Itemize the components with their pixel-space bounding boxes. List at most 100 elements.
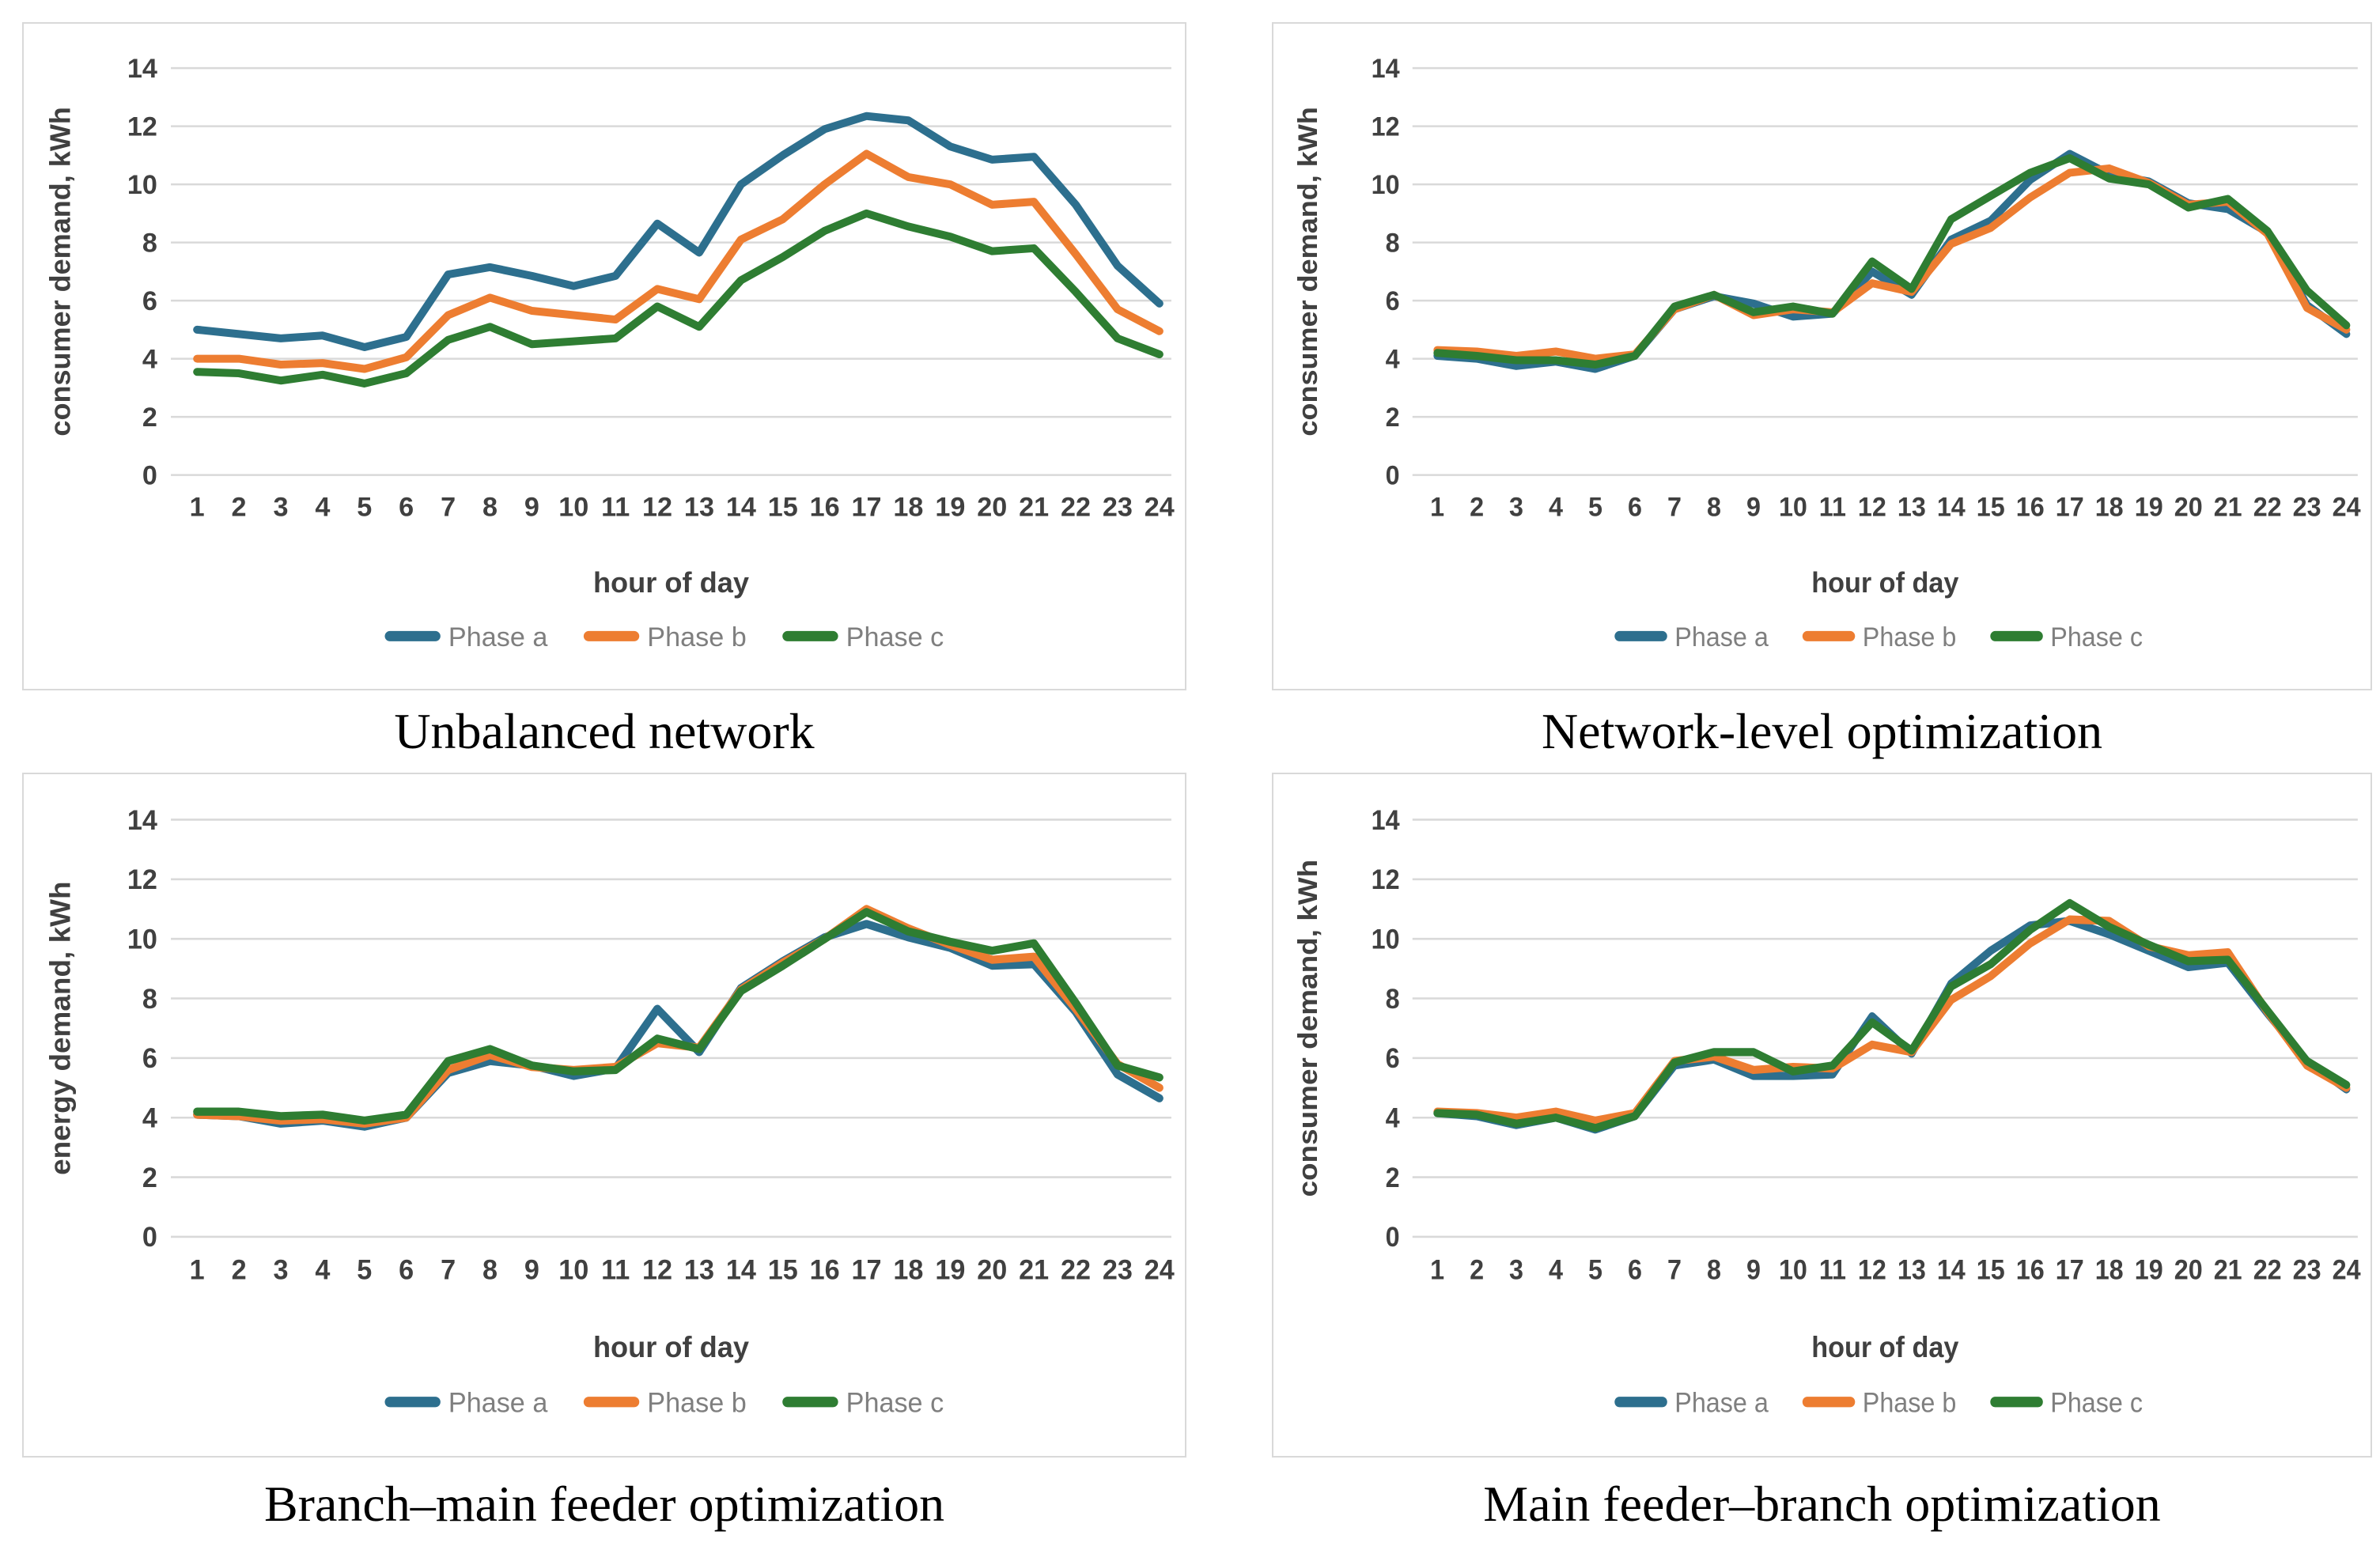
svg-text:16: 16 bbox=[810, 1255, 840, 1285]
svg-text:23: 23 bbox=[1103, 1255, 1133, 1285]
svg-text:6: 6 bbox=[142, 1044, 157, 1074]
panel-main-feeder-branch-optimization: 0 2 4 6 8 10 12 14 1 2 3 4 5 6 7 8 9 10 11 12 13 14 15 16 17 18 19… bbox=[1272, 773, 2372, 1551]
chart-caption: Branch–main feeder optimization bbox=[263, 1476, 945, 1532]
svg-text:15: 15 bbox=[768, 1255, 798, 1285]
chart-box: 0 2 4 6 8 10 12 14 1 2 3 4 5 6 7 8 9 10 11 12 13 14 15 16 17 18 19… bbox=[1272, 22, 2372, 690]
svg-text:10: 10 bbox=[1372, 924, 1400, 955]
svg-text:6: 6 bbox=[1386, 286, 1400, 316]
svg-text:12: 12 bbox=[642, 493, 672, 523]
svg-text:hour of day: hour of day bbox=[593, 566, 749, 599]
svg-text:8: 8 bbox=[482, 1255, 498, 1285]
svg-text:17: 17 bbox=[851, 493, 881, 523]
svg-text:0: 0 bbox=[1386, 1223, 1400, 1253]
svg-text:4: 4 bbox=[142, 1103, 158, 1133]
svg-text:energy demand, kWh: energy demand, kWh bbox=[44, 881, 77, 1174]
svg-text:2: 2 bbox=[1386, 403, 1400, 433]
svg-text:Phase b: Phase b bbox=[647, 1388, 746, 1418]
svg-text:19: 19 bbox=[935, 1255, 965, 1285]
svg-text:18: 18 bbox=[893, 1255, 923, 1285]
svg-text:1: 1 bbox=[1430, 493, 1444, 523]
svg-text:4: 4 bbox=[142, 345, 157, 375]
svg-text:2: 2 bbox=[232, 1255, 247, 1285]
svg-text:16: 16 bbox=[2016, 493, 2045, 523]
svg-text:Phase b: Phase b bbox=[1863, 622, 1956, 652]
svg-text:9: 9 bbox=[524, 1255, 539, 1285]
svg-text:24: 24 bbox=[1145, 1255, 1175, 1285]
svg-text:22: 22 bbox=[1061, 1255, 1091, 1285]
svg-text:8: 8 bbox=[1707, 1255, 1721, 1285]
svg-text:15: 15 bbox=[1977, 493, 2005, 523]
svg-text:12: 12 bbox=[642, 1255, 672, 1285]
svg-text:14: 14 bbox=[726, 1255, 757, 1285]
svg-text:4: 4 bbox=[1549, 1255, 1563, 1285]
svg-text:5: 5 bbox=[1588, 1255, 1602, 1285]
svg-text:17: 17 bbox=[2056, 493, 2084, 523]
svg-text:Phase a: Phase a bbox=[1674, 1388, 1769, 1418]
svg-text:21: 21 bbox=[1019, 1255, 1049, 1285]
svg-text:9: 9 bbox=[524, 493, 539, 523]
svg-text:6: 6 bbox=[399, 1255, 414, 1285]
svg-text:10: 10 bbox=[1372, 170, 1400, 200]
svg-text:22: 22 bbox=[2253, 493, 2282, 523]
svg-text:2: 2 bbox=[232, 493, 247, 523]
svg-text:14: 14 bbox=[1372, 806, 1400, 836]
svg-text:14: 14 bbox=[127, 805, 158, 835]
svg-text:4: 4 bbox=[315, 493, 330, 523]
svg-text:20: 20 bbox=[977, 493, 1007, 523]
svg-text:8: 8 bbox=[1386, 985, 1400, 1015]
svg-text:6: 6 bbox=[399, 493, 414, 523]
svg-text:17: 17 bbox=[2056, 1255, 2084, 1285]
svg-text:10: 10 bbox=[558, 493, 588, 523]
panel-unbalanced-network: 0 2 4 6 8 10 12 14 1 2 3 4 5 6 7 8 9 10 11 12 13 14 15 16 17 18 19… bbox=[22, 22, 1186, 773]
svg-text:2: 2 bbox=[142, 1163, 157, 1193]
svg-text:7: 7 bbox=[1667, 493, 1682, 523]
svg-text:2: 2 bbox=[142, 403, 157, 433]
svg-text:19: 19 bbox=[935, 493, 965, 523]
svg-text:6: 6 bbox=[142, 286, 157, 316]
svg-text:11: 11 bbox=[1819, 493, 1846, 523]
svg-text:8: 8 bbox=[142, 985, 157, 1015]
svg-text:Phase b: Phase b bbox=[647, 622, 746, 652]
svg-text:Phase c: Phase c bbox=[2050, 622, 2143, 652]
svg-text:18: 18 bbox=[2095, 1255, 2124, 1285]
svg-text:1: 1 bbox=[190, 493, 205, 523]
svg-text:8: 8 bbox=[1386, 229, 1400, 259]
svg-text:21: 21 bbox=[1019, 493, 1049, 523]
chart-caption: Unbalanced network bbox=[394, 703, 815, 759]
svg-text:24: 24 bbox=[1145, 493, 1175, 523]
svg-text:11: 11 bbox=[601, 1255, 630, 1285]
svg-text:20: 20 bbox=[2174, 493, 2203, 523]
svg-text:3: 3 bbox=[273, 1255, 288, 1285]
svg-text:20: 20 bbox=[2174, 1255, 2203, 1285]
svg-text:3: 3 bbox=[273, 493, 288, 523]
chart-box: 0 2 4 6 8 10 12 14 1 2 3 4 5 6 7 8 9 10 11 12 13 14 15 16 17 18 19… bbox=[22, 773, 1186, 1458]
svg-text:5: 5 bbox=[1588, 493, 1602, 523]
svg-text:4: 4 bbox=[315, 1255, 331, 1285]
svg-text:9: 9 bbox=[1746, 1255, 1761, 1285]
svg-text:Phase a: Phase a bbox=[448, 622, 547, 652]
svg-text:10: 10 bbox=[558, 1255, 588, 1285]
svg-text:7: 7 bbox=[441, 493, 456, 523]
svg-text:22: 22 bbox=[1061, 493, 1091, 523]
chart-caption: Network-level optimization bbox=[1541, 703, 2103, 759]
chart-box: 0 2 4 6 8 10 12 14 1 2 3 4 5 6 7 8 9 10 11 12 13 14 15 16 17 18 19… bbox=[22, 22, 1186, 690]
svg-text:15: 15 bbox=[768, 493, 798, 523]
svg-text:13: 13 bbox=[684, 493, 714, 523]
svg-text:19: 19 bbox=[2135, 493, 2163, 523]
svg-text:12: 12 bbox=[127, 112, 157, 142]
svg-text:17: 17 bbox=[851, 1255, 881, 1285]
svg-text:12: 12 bbox=[1372, 865, 1400, 895]
svg-text:11: 11 bbox=[601, 493, 630, 523]
svg-text:14: 14 bbox=[1372, 54, 1400, 84]
svg-text:20: 20 bbox=[977, 1255, 1007, 1285]
svg-text:18: 18 bbox=[2095, 493, 2124, 523]
svg-text:21: 21 bbox=[2214, 1255, 2242, 1285]
panel-branch-main-feeder-optimization: 0 2 4 6 8 10 12 14 1 2 3 4 5 6 7 8 9 10 11 12 13 14 15 16 17 18 19… bbox=[22, 773, 1186, 1551]
svg-text:0: 0 bbox=[1386, 461, 1400, 491]
svg-text:3: 3 bbox=[1509, 493, 1523, 523]
svg-text:23: 23 bbox=[1103, 493, 1133, 523]
svg-text:1: 1 bbox=[190, 1255, 205, 1285]
svg-text:11: 11 bbox=[1819, 1255, 1846, 1285]
